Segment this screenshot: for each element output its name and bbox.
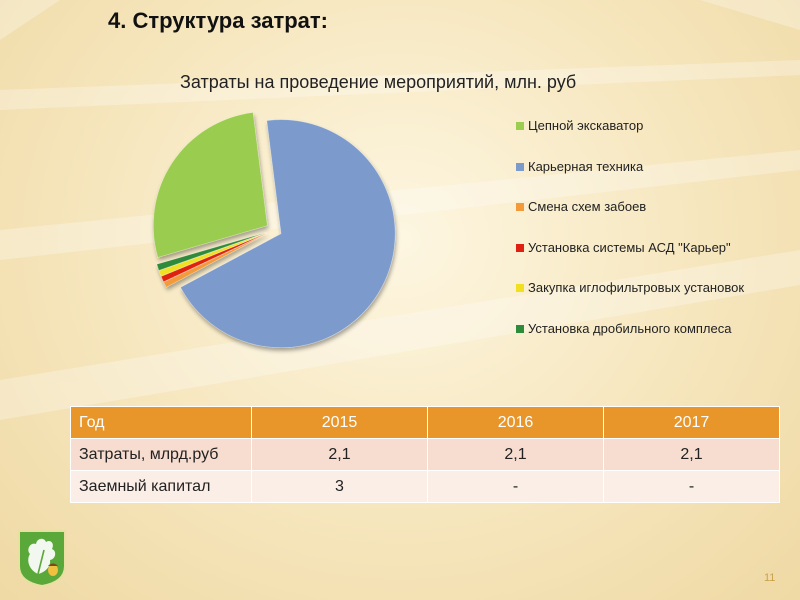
table-header-row: Год 2015 2016 2017 — [70, 406, 780, 439]
table-row: Затраты, млрд.руб 2,1 2,1 2,1 — [70, 438, 780, 471]
table-cell: 3 — [251, 470, 428, 503]
header-cell-2015: 2015 — [251, 406, 428, 439]
legend-swatch — [516, 162, 524, 171]
header-cell-2016: 2016 — [427, 406, 604, 439]
legend-label: Установка системы АСД "Карьер" — [528, 239, 731, 255]
table-cell: 2,1 — [427, 438, 604, 471]
pie-slice — [158, 232, 267, 277]
legend-label: Установка дробильного комплеса — [528, 320, 732, 336]
costs-table: Год 2015 2016 2017 Затраты, млрд.руб 2,1… — [70, 406, 780, 503]
legend-label: Цепной экскаватор — [528, 118, 644, 133]
table-cell: - — [427, 470, 604, 503]
pie-slice — [153, 112, 268, 258]
row-label: Заемный капитал — [70, 470, 252, 503]
pie-slice — [160, 232, 267, 283]
legend-swatch — [516, 284, 524, 292]
legend-label: Карьерная техника — [528, 158, 644, 174]
legend-label: Закупка иглофильтровых установок — [528, 280, 745, 295]
pie-slice — [156, 232, 267, 271]
table-cell: 2,1 — [251, 438, 428, 471]
pie-chart — [153, 112, 396, 348]
page-number: 11 — [764, 572, 776, 584]
legend-swatch — [516, 203, 524, 211]
oak-leaf-logo-icon — [18, 530, 66, 588]
legend-swatch — [516, 243, 524, 252]
header-cell-year: Год — [70, 406, 252, 439]
header-cell-2017: 2017 — [603, 406, 780, 439]
table-cell: - — [603, 470, 780, 503]
pie-slice — [163, 233, 267, 288]
pie-slice — [180, 119, 396, 348]
legend-swatch — [516, 122, 524, 130]
table-cell: 2,1 — [603, 438, 780, 471]
row-label: Затраты, млрд.руб — [70, 438, 252, 471]
table-row: Заемный капитал 3 - - — [70, 470, 780, 503]
slide-title: 4. Структура затрат: — [108, 8, 328, 33]
legend-label: Смена схем забоев — [528, 199, 647, 214]
legend-swatch — [516, 324, 524, 333]
chart-title: Затраты на проведение мероприятий, млн. … — [180, 72, 577, 92]
